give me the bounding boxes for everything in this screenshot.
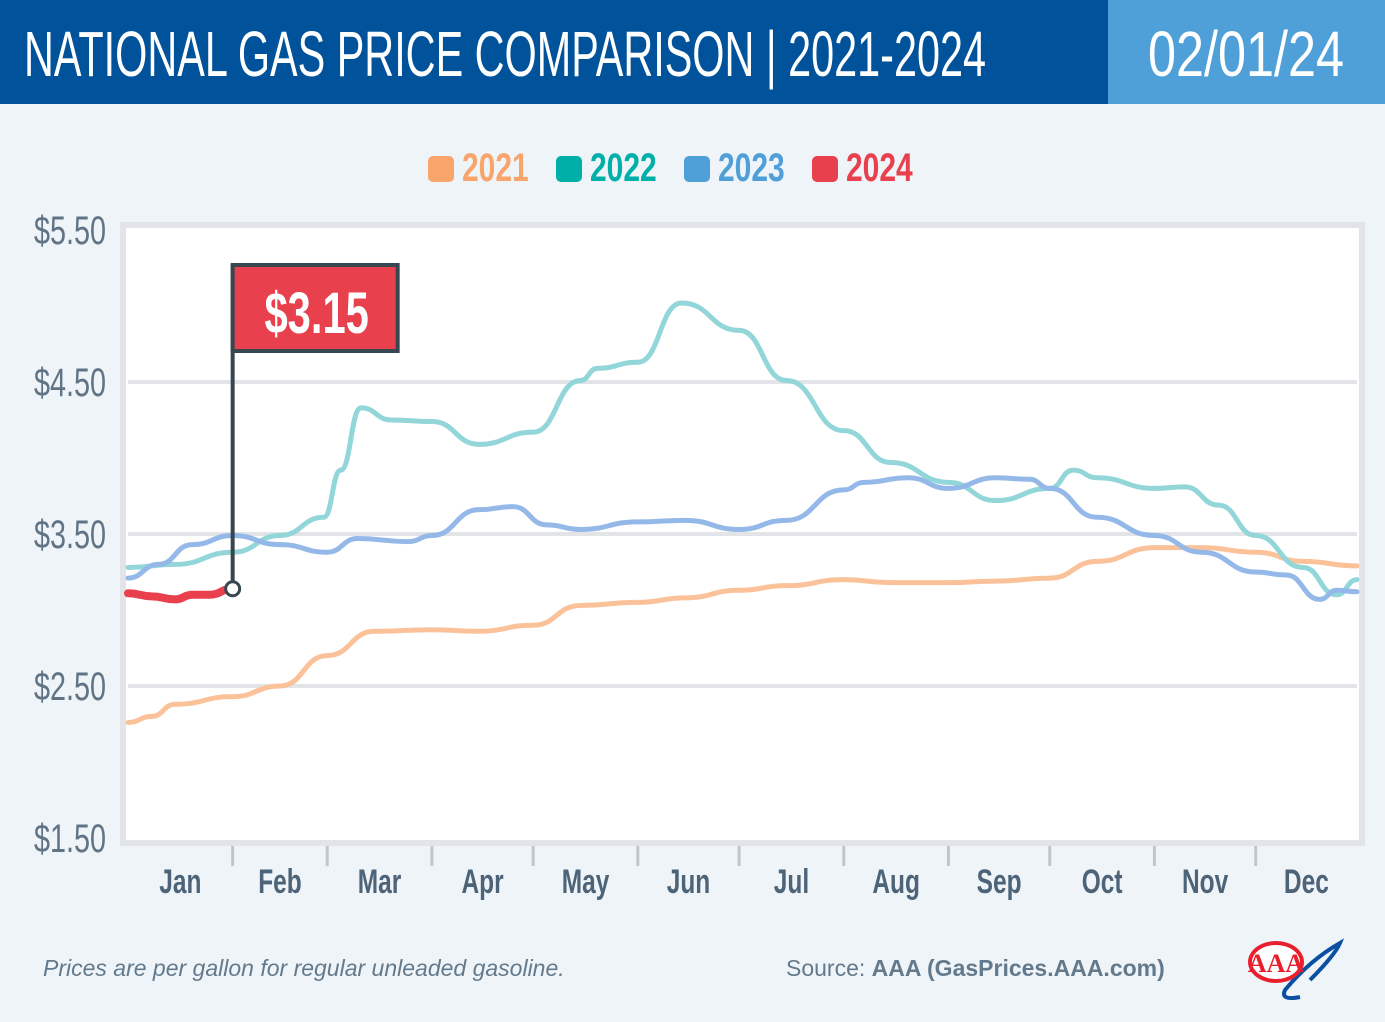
legend-label: 2024 xyxy=(846,146,913,190)
x-tick-label: Jun xyxy=(667,863,710,901)
legend-swatch xyxy=(556,155,582,182)
series-line-2024 xyxy=(124,584,237,604)
y-tick-label: $4.50 xyxy=(34,360,106,405)
x-tick-label: Apr xyxy=(461,863,504,901)
x-tick-label: Oct xyxy=(1082,863,1123,901)
legend-item-2024: 2024 xyxy=(812,146,926,191)
y-tick-label: $1.50 xyxy=(34,816,106,861)
y-tick-label: $3.50 xyxy=(34,512,106,557)
footnote: Prices are per gallon for regular unlead… xyxy=(43,955,565,981)
y-tick-label: $5.50 xyxy=(34,208,106,253)
line-chart: $5.50 $4.50 $3.50 $2.50 $1.50 Jan Feb Mar Apr May… xyxy=(34,208,1365,901)
series-line-2021 xyxy=(125,545,1360,725)
legend-swatch xyxy=(684,155,710,182)
legend-item-2021: 2021 xyxy=(428,146,542,191)
legend-item-2022: 2022 xyxy=(556,146,670,191)
legend-label: 2021 xyxy=(462,146,529,190)
x-tick-label: Nov xyxy=(1182,863,1229,901)
legend-swatch xyxy=(812,155,838,182)
series-line-2022 xyxy=(125,300,1360,598)
x-tick-label: Feb xyxy=(258,863,301,901)
legend-item-2023: 2023 xyxy=(684,146,798,191)
chart-date-text: 02/01/24 xyxy=(1148,18,1344,90)
svg-text:AAA: AAA xyxy=(1248,949,1305,978)
chart-date: 02/01/24 xyxy=(1148,18,1344,90)
series-line-2023 xyxy=(125,475,1360,602)
source-name: AAA (GasPrices.AAA.com) xyxy=(871,955,1165,981)
title-bar: NATIONAL GAS PRICE COMPARISON | 2021-202… xyxy=(0,0,1108,104)
x-tick-label: May xyxy=(562,863,610,901)
x-tick-label: Sep xyxy=(977,863,1022,901)
x-tick-label: Jul xyxy=(774,863,809,901)
legend: 2021 2022 2023 2024 xyxy=(428,146,940,191)
chart-title-text: NATIONAL GAS PRICE COMPARISON | 2021-202… xyxy=(24,18,986,90)
legend-swatch xyxy=(428,155,454,182)
x-tick-label: Mar xyxy=(358,863,402,901)
current-price-marker xyxy=(224,580,242,598)
source-note: Source: AAA (GasPrices.AAA.com) xyxy=(786,955,1165,982)
date-box: 02/01/24 xyxy=(1108,0,1385,104)
price-flag xyxy=(230,263,400,353)
x-tick-label: Jan xyxy=(159,863,201,901)
x-tick-label: Aug xyxy=(872,863,920,901)
source-prefix: Source: xyxy=(786,955,866,981)
price-flag-label: $3.15 xyxy=(264,280,368,345)
legend-label: 2022 xyxy=(590,146,657,190)
legend-label: 2023 xyxy=(718,146,785,190)
chart-title: NATIONAL GAS PRICE COMPARISON | 2021-202… xyxy=(24,18,986,90)
x-tick-label: Dec xyxy=(1284,863,1329,901)
aaa-logo: AAA xyxy=(1248,938,1345,1001)
y-tick-label: $2.50 xyxy=(34,664,106,709)
